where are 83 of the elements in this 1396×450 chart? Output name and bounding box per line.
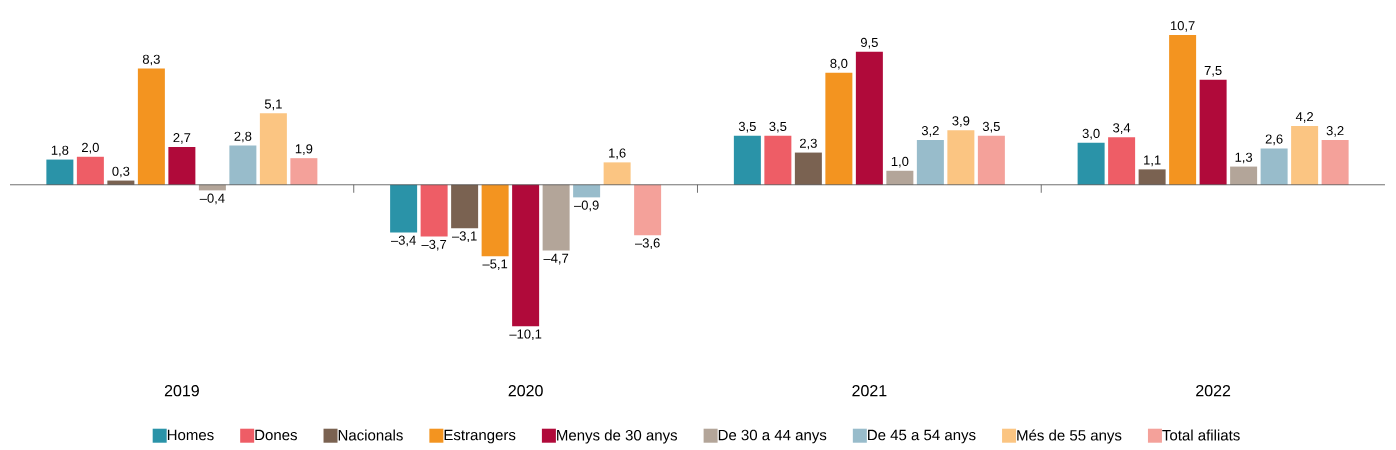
data-label: 1,0 <box>891 156 909 168</box>
bar <box>1169 34 1197 185</box>
bar <box>76 156 104 185</box>
data-label: –10,1 <box>509 329 542 341</box>
data-label: 1,8 <box>51 145 69 157</box>
legend-label: De 30 a 44 anys <box>718 429 827 444</box>
x-tick-label: 2021 <box>852 385 887 397</box>
data-label: 10,7 <box>1170 21 1195 32</box>
data-label: 1,6 <box>609 148 626 160</box>
data-label: 1,9 <box>295 144 313 155</box>
bar <box>764 135 792 185</box>
data-label: –4,7 <box>543 253 569 265</box>
x-tick-label: 2019 <box>164 385 199 397</box>
legend-label: Total afiliats <box>1162 429 1240 441</box>
bar <box>916 139 944 185</box>
data-label: 3,4 <box>1113 123 1131 134</box>
data-label: 3,2 <box>1326 126 1344 137</box>
data-label: 2,6 <box>1265 134 1283 146</box>
data-label: –0,4 <box>199 193 225 205</box>
data-label: –0,9 <box>573 200 599 212</box>
bar <box>825 72 853 185</box>
data-label: –3,4 <box>390 235 416 247</box>
bar <box>634 184 662 236</box>
data-label: 5,1 <box>264 99 282 111</box>
bar <box>290 158 318 185</box>
legend-label: Nacionals <box>338 429 403 441</box>
legend-label: De 45 a 54 anys <box>868 429 976 444</box>
bar <box>573 184 601 198</box>
bar <box>794 152 822 185</box>
bar <box>229 145 257 185</box>
bar <box>947 130 975 185</box>
data-label: 4,2 <box>1295 112 1313 123</box>
data-label: –5,1 <box>482 259 508 270</box>
bar <box>168 146 196 185</box>
bar <box>1321 139 1349 185</box>
bar <box>603 162 631 185</box>
bar <box>1108 137 1136 185</box>
data-label: 9,5 <box>860 37 878 49</box>
data-label: 3,0 <box>1082 128 1100 140</box>
data-label: –3,6 <box>634 238 660 250</box>
legend-label: Dones <box>255 429 297 441</box>
bar <box>390 184 418 233</box>
legend-label: Estrangers <box>444 429 516 444</box>
data-label: 3,2 <box>921 126 939 137</box>
data-label: 2,3 <box>799 138 817 150</box>
x-tick-label: 2022 <box>1196 385 1231 397</box>
data-label: 2,0 <box>81 142 99 154</box>
data-label: 8,0 <box>830 58 848 70</box>
data-label: –3,1 <box>451 231 477 243</box>
bar <box>977 135 1005 185</box>
bar <box>1291 125 1319 185</box>
data-label: 0,3 <box>112 166 130 178</box>
data-label: 3,5 <box>738 121 756 133</box>
bar <box>512 184 540 327</box>
bar <box>1230 166 1258 185</box>
bar <box>733 135 761 185</box>
bar <box>542 184 570 251</box>
data-label: 3,9 <box>952 116 970 127</box>
data-label: 1,1 <box>1144 155 1161 167</box>
data-label: 1,3 <box>1235 152 1253 164</box>
bar <box>259 113 287 185</box>
x-tick-label: 2020 <box>508 385 543 397</box>
data-label: 8,3 <box>142 54 160 66</box>
legend-label: Homes <box>167 429 214 441</box>
data-label: 2,7 <box>173 133 191 144</box>
bar <box>46 159 74 185</box>
bar <box>451 184 479 229</box>
legend-label: Més de 55 anys <box>1017 429 1122 444</box>
data-label: 7,5 <box>1204 65 1222 77</box>
legend-label: Menys de 30 anys <box>557 429 678 444</box>
bar <box>886 170 914 185</box>
data-label: –3,7 <box>421 239 447 251</box>
bar <box>1199 79 1227 185</box>
bar <box>1138 169 1166 185</box>
data-label: 3,5 <box>982 121 1000 133</box>
data-label: 3,5 <box>769 121 787 133</box>
bar <box>1260 148 1288 185</box>
data-label: 2,8 <box>234 131 252 143</box>
bar <box>420 184 448 237</box>
bar <box>855 51 883 185</box>
bar <box>137 68 165 185</box>
bar <box>481 184 509 257</box>
bar <box>1077 142 1105 185</box>
